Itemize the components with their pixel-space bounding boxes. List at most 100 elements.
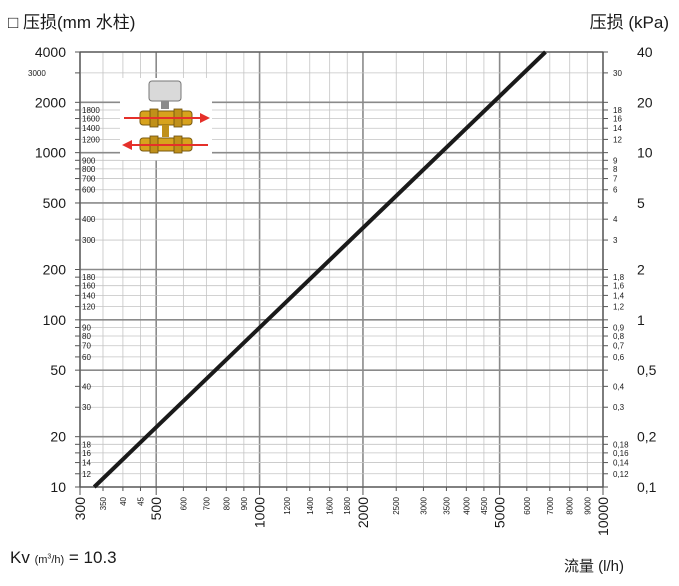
x-tick-label: 8000 [566, 496, 575, 514]
kv-value-label: Kv (m3/h) = 10.3 [10, 548, 117, 568]
x-tick-label: 6000 [523, 496, 532, 514]
x-tick-label: 2500 [392, 496, 401, 514]
y-tick-label-right: 9 [613, 156, 618, 165]
x-tick-label: 1600 [326, 496, 335, 514]
x-tick-label: 350 [99, 496, 108, 510]
y-tick-label-left: 500 [43, 195, 67, 211]
y-tick-label-right: 0,4 [613, 382, 625, 391]
y-tick-label-left: 600 [82, 186, 96, 195]
y-tick-label-right: 0,12 [613, 470, 629, 479]
x-tick-label: 900 [240, 496, 249, 510]
y-tick-label-left: 900 [82, 156, 96, 165]
y-tick-label-left: 70 [82, 342, 91, 351]
left-axis-title: □ 压损(mm 水柱) [8, 8, 135, 33]
y-tick-label-left: 20 [50, 429, 66, 445]
y-tick-label-right: 18 [613, 106, 622, 115]
y-tick-label-left: 1600 [82, 115, 100, 124]
x-tick-label: 300 [72, 497, 88, 521]
x-axis-title: 流量 (l/h) [563, 558, 624, 575]
y-tick-label-left: 80 [82, 332, 91, 341]
x-tick-label: 800 [222, 496, 231, 510]
y-tick-label-left: 18 [82, 440, 91, 449]
x-tick-label: 3000 [419, 496, 428, 514]
x-tick-label: 4500 [480, 496, 489, 514]
chart-ticks: 300 350 40 45 500 600 700 800 900 1000 1200 1400 160… [28, 44, 657, 536]
x-tick-label: 700 [202, 496, 211, 510]
y-tick-label-left: 120 [82, 303, 96, 312]
y-tick-label-left: 50 [50, 362, 66, 378]
kv-unit: (m3/h) [34, 553, 65, 566]
x-tick-label: 9000 [583, 496, 592, 514]
y-tick-label-left: 16 [82, 449, 91, 458]
y-tick-label-left: 90 [82, 323, 91, 332]
kv-curve-line [92, 50, 547, 489]
y-tick-label-right: 1,4 [613, 291, 625, 300]
y-tick-label-left: 30 [82, 403, 91, 412]
valve-flow-icon [120, 78, 212, 160]
x-tick-label: 4000 [462, 496, 471, 514]
x-tick-label: 40 [119, 496, 128, 505]
y-tick-label-left: 700 [82, 175, 96, 184]
y-tick-label-right: 6 [613, 186, 618, 195]
y-tick-label-left: 400 [82, 215, 96, 224]
y-tick-label-left: 10 [50, 479, 66, 495]
y-tick-label-left: 60 [82, 353, 91, 362]
y-tick-label-right: 1,2 [613, 303, 625, 312]
y-tick-label-right: 0,7 [613, 342, 625, 351]
y-tick-label-left: 3000 [28, 69, 46, 78]
chart-grid [79, 51, 604, 488]
y-tick-label-left: 800 [82, 165, 96, 174]
y-tick-label-right: 0,5 [637, 362, 657, 378]
y-tick-label-right: 16 [613, 115, 622, 124]
y-tick-label-left: 40 [82, 382, 91, 391]
x-tick-label: 1000 [252, 497, 268, 528]
x-tick-label: 1200 [283, 496, 292, 514]
y-tick-label-left: 180 [82, 273, 96, 282]
kv-label: Kv [10, 548, 30, 567]
y-tick-label-left: 1400 [82, 124, 100, 133]
square-icon: □ [8, 13, 19, 32]
y-tick-label-left: 14 [82, 459, 91, 468]
y-tick-label-left: 1000 [35, 145, 66, 161]
y-tick-label-right: 0,2 [637, 429, 657, 445]
y-tick-label-left: 160 [82, 282, 96, 291]
x-tick-label: 2000 [355, 497, 371, 528]
y-tick-label-left: 2000 [35, 94, 66, 110]
y-tick-label-left: 4000 [35, 44, 66, 60]
y-tick-label-left: 140 [82, 291, 96, 300]
y-tick-label-right: 0,16 [613, 449, 629, 458]
x-tick-label: 600 [179, 496, 188, 510]
y-tick-label-right: 8 [613, 165, 618, 174]
y-tick-label-right: 30 [613, 69, 622, 78]
x-tick-label: 7000 [546, 496, 555, 514]
y-tick-label-right: 0,14 [613, 459, 629, 468]
x-tick-label: 500 [148, 497, 164, 521]
y-tick-label-right: 1,8 [613, 273, 625, 282]
y-tick-label-right: 0,1 [637, 479, 657, 495]
y-tick-label-left: 1800 [82, 106, 100, 115]
y-tick-label-right: 5 [637, 195, 645, 211]
x-tick-label: 10000 [595, 497, 611, 536]
y-tick-label-right: 1,6 [613, 282, 625, 291]
y-tick-label-right: 40 [637, 44, 653, 60]
y-tick-label-right: 1 [637, 312, 645, 328]
y-tick-label-right: 0,9 [613, 323, 625, 332]
x-tick-label: 1400 [306, 496, 315, 514]
x-tick-label: 5000 [492, 497, 508, 528]
y-tick-label-right: 14 [613, 124, 622, 133]
y-tick-label-right: 0,8 [613, 332, 625, 341]
y-tick-label-right: 10 [637, 145, 653, 161]
x-tick-label: 1800 [343, 496, 352, 514]
y-tick-label-right: 12 [613, 135, 622, 144]
y-tick-label-right: 4 [613, 215, 618, 224]
right-axis-title: 压损 (kPa) [589, 13, 669, 32]
chart-series [92, 50, 547, 489]
y-tick-label-right: 2 [637, 262, 645, 278]
y-tick-label-right: 0,18 [613, 440, 629, 449]
x-tick-label: 45 [136, 496, 145, 505]
y-tick-label-right: 0,6 [613, 353, 625, 362]
y-tick-label-right: 0,3 [613, 403, 625, 412]
y-tick-label-left: 300 [82, 236, 96, 245]
x-tick-label: 3500 [442, 496, 451, 514]
